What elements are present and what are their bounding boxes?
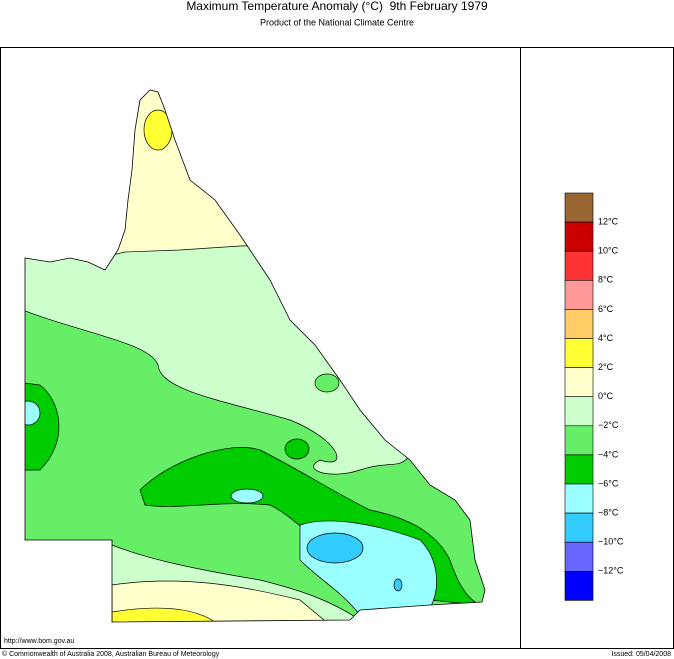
legend-swatch xyxy=(564,541,594,572)
legend-label: 0°C xyxy=(598,391,614,401)
legend-swatch xyxy=(564,396,594,427)
legend-swatch xyxy=(564,279,594,310)
legend-label: −12°C xyxy=(598,566,624,576)
legend-swatch xyxy=(564,483,594,514)
legend-swatch xyxy=(564,512,594,543)
legend-swatch xyxy=(564,425,594,456)
region xyxy=(25,90,301,259)
legend-label: −6°C xyxy=(598,478,619,488)
subtitle: Product of the National Climate Centre xyxy=(260,17,414,27)
region xyxy=(314,373,340,393)
copyright: © Commonwealth of Australia 2008, Austra… xyxy=(2,650,220,658)
legend-label: −8°C xyxy=(598,507,619,517)
region xyxy=(143,109,173,151)
region xyxy=(230,488,264,504)
url: http://www.bom.gov.au xyxy=(4,638,74,645)
legend-label: 10°C xyxy=(598,246,619,256)
region xyxy=(284,438,310,460)
legend-label: 4°C xyxy=(598,333,614,343)
title: Maximum Temperature Anomaly (°C) 9th Feb… xyxy=(186,0,488,13)
region xyxy=(306,532,364,564)
legend-swatch xyxy=(564,250,594,281)
legend-swatch xyxy=(564,192,594,223)
legend-swatch xyxy=(564,570,594,601)
legend-swatch xyxy=(564,221,594,252)
map xyxy=(25,90,485,622)
legend-swatch xyxy=(564,367,594,398)
issued: Issued: 05/04/2008 xyxy=(611,651,671,658)
legend-swatch xyxy=(564,309,594,339)
legend-label: −10°C xyxy=(598,537,624,547)
legend-label: 12°C xyxy=(598,216,619,226)
legend-label: −2°C xyxy=(598,420,619,430)
legend-label: 6°C xyxy=(598,304,614,314)
legend-swatch xyxy=(564,454,594,485)
legend-label: 2°C xyxy=(598,362,614,372)
legend-swatch xyxy=(564,338,594,368)
legend-label: −4°C xyxy=(598,449,619,459)
legend-label: 8°C xyxy=(598,275,614,285)
region xyxy=(393,578,403,592)
legend: 12°C 10°C 8°C 6°C 4°C 2°C 0°C −2°C −4°C −6°C −8°C −… xyxy=(564,192,624,601)
region xyxy=(25,400,41,426)
